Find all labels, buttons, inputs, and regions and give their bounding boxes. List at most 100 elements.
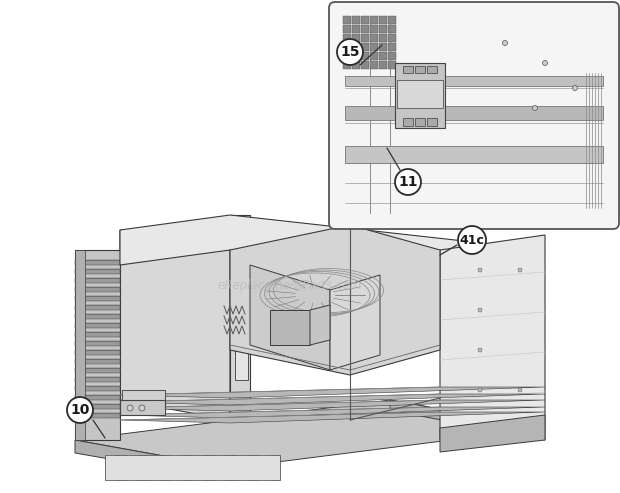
Polygon shape bbox=[75, 287, 120, 292]
Polygon shape bbox=[440, 235, 545, 440]
Polygon shape bbox=[75, 269, 120, 274]
Circle shape bbox=[458, 226, 486, 254]
Polygon shape bbox=[361, 52, 369, 60]
Polygon shape bbox=[370, 16, 378, 24]
Polygon shape bbox=[361, 61, 369, 69]
Polygon shape bbox=[75, 377, 120, 382]
Polygon shape bbox=[75, 368, 120, 373]
Polygon shape bbox=[352, 25, 360, 33]
Polygon shape bbox=[75, 341, 120, 346]
Circle shape bbox=[502, 40, 508, 45]
Text: 15: 15 bbox=[340, 45, 360, 59]
Polygon shape bbox=[250, 265, 330, 370]
Polygon shape bbox=[75, 250, 120, 440]
Polygon shape bbox=[75, 332, 120, 337]
Polygon shape bbox=[122, 390, 165, 400]
Text: 10: 10 bbox=[70, 403, 90, 417]
Polygon shape bbox=[345, 146, 603, 163]
Polygon shape bbox=[370, 34, 378, 42]
Polygon shape bbox=[370, 25, 378, 33]
Text: eReplacementParts.com: eReplacementParts.com bbox=[218, 279, 362, 291]
Circle shape bbox=[478, 388, 482, 392]
Polygon shape bbox=[345, 106, 603, 120]
Polygon shape bbox=[388, 61, 396, 69]
Polygon shape bbox=[415, 118, 425, 126]
Circle shape bbox=[518, 268, 522, 272]
Polygon shape bbox=[379, 52, 387, 60]
Polygon shape bbox=[352, 43, 360, 51]
Polygon shape bbox=[75, 386, 120, 391]
Polygon shape bbox=[440, 415, 545, 452]
Polygon shape bbox=[235, 225, 248, 380]
Polygon shape bbox=[427, 118, 437, 126]
Circle shape bbox=[542, 61, 547, 66]
Polygon shape bbox=[230, 225, 440, 375]
Polygon shape bbox=[403, 66, 413, 73]
Polygon shape bbox=[395, 63, 445, 128]
Polygon shape bbox=[343, 43, 351, 51]
Circle shape bbox=[395, 169, 421, 195]
Polygon shape bbox=[379, 16, 387, 24]
Polygon shape bbox=[403, 118, 413, 126]
Polygon shape bbox=[370, 61, 378, 69]
Polygon shape bbox=[427, 66, 437, 73]
Polygon shape bbox=[75, 260, 120, 265]
Polygon shape bbox=[270, 310, 310, 345]
Polygon shape bbox=[397, 80, 443, 108]
Polygon shape bbox=[75, 404, 120, 409]
Circle shape bbox=[518, 388, 522, 392]
Polygon shape bbox=[379, 34, 387, 42]
Polygon shape bbox=[75, 305, 120, 310]
Polygon shape bbox=[343, 61, 351, 69]
Polygon shape bbox=[120, 230, 230, 420]
Polygon shape bbox=[75, 278, 120, 283]
Polygon shape bbox=[120, 407, 545, 418]
Polygon shape bbox=[352, 34, 360, 42]
Circle shape bbox=[127, 405, 133, 411]
Polygon shape bbox=[345, 76, 603, 86]
Polygon shape bbox=[120, 400, 545, 411]
Polygon shape bbox=[388, 43, 396, 51]
Polygon shape bbox=[343, 16, 351, 24]
Circle shape bbox=[533, 106, 538, 110]
Polygon shape bbox=[361, 16, 369, 24]
Polygon shape bbox=[230, 215, 250, 420]
Polygon shape bbox=[75, 296, 120, 301]
Polygon shape bbox=[75, 350, 120, 355]
Text: 41c: 41c bbox=[459, 234, 484, 246]
Polygon shape bbox=[75, 413, 120, 418]
Polygon shape bbox=[122, 390, 165, 405]
Circle shape bbox=[139, 405, 145, 411]
Circle shape bbox=[572, 85, 577, 91]
Polygon shape bbox=[120, 412, 545, 423]
Polygon shape bbox=[343, 25, 351, 33]
Circle shape bbox=[337, 39, 363, 65]
Polygon shape bbox=[120, 400, 165, 415]
Polygon shape bbox=[120, 215, 545, 265]
Circle shape bbox=[478, 348, 482, 352]
Polygon shape bbox=[379, 61, 387, 69]
Polygon shape bbox=[75, 323, 120, 328]
Polygon shape bbox=[379, 43, 387, 51]
Polygon shape bbox=[388, 25, 396, 33]
Polygon shape bbox=[310, 305, 330, 345]
Polygon shape bbox=[361, 43, 369, 51]
Polygon shape bbox=[75, 359, 120, 364]
Polygon shape bbox=[75, 250, 85, 440]
Polygon shape bbox=[352, 61, 360, 69]
Polygon shape bbox=[379, 25, 387, 33]
Circle shape bbox=[478, 268, 482, 272]
Polygon shape bbox=[75, 395, 120, 400]
Polygon shape bbox=[388, 16, 396, 24]
FancyBboxPatch shape bbox=[329, 2, 619, 229]
Polygon shape bbox=[75, 400, 545, 468]
Polygon shape bbox=[361, 25, 369, 33]
Polygon shape bbox=[361, 34, 369, 42]
Polygon shape bbox=[75, 440, 230, 480]
Polygon shape bbox=[352, 16, 360, 24]
Polygon shape bbox=[105, 455, 280, 480]
Circle shape bbox=[67, 397, 93, 423]
Polygon shape bbox=[388, 52, 396, 60]
Polygon shape bbox=[415, 66, 425, 73]
Polygon shape bbox=[390, 400, 545, 440]
